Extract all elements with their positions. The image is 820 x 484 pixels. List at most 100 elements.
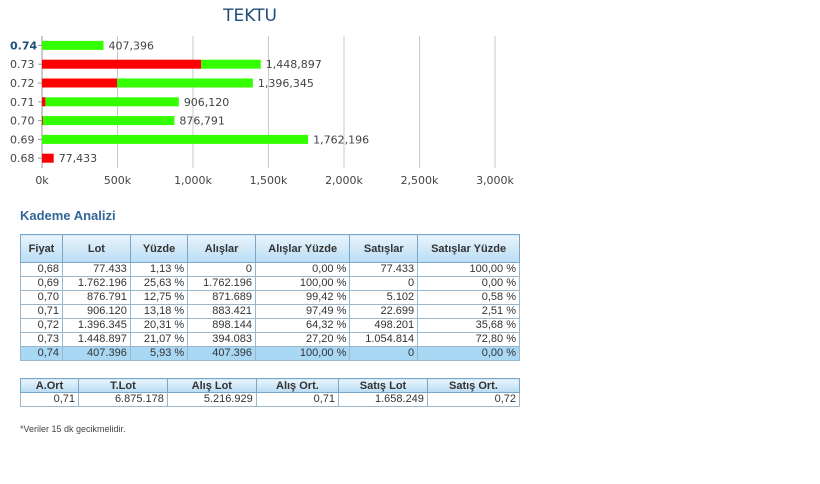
- section-title: Kademe Analizi: [20, 208, 116, 223]
- bar-segment: [42, 153, 54, 163]
- table-cell: 407.396: [187, 346, 256, 361]
- table-cell: 5.102: [349, 290, 419, 305]
- bar-segment: [42, 78, 118, 88]
- table-cell: 12,75 %: [129, 290, 189, 305]
- table-cell: 1.762.196: [62, 276, 131, 291]
- bar-total-label: 1,762,196: [313, 133, 369, 146]
- x-tick-label: 0k: [35, 174, 49, 187]
- table-cell: 0,69: [19, 276, 64, 291]
- bar-segment: [42, 134, 309, 144]
- summary-column-header: Satış Ort.: [426, 378, 521, 393]
- levels-column-header: Fiyat: [19, 234, 64, 263]
- y-tick-label: 0.68: [10, 152, 35, 165]
- levels-column-header: Satışlar: [349, 234, 419, 263]
- levels-column-header: Lot: [62, 234, 131, 263]
- y-tick-label: 0.71: [10, 96, 35, 109]
- level-volume-chart: 0k 500k 1,000k 1,500k 2,000k 2,500k 3,000k 0.74…: [10, 36, 515, 187]
- table-cell: 0,73: [19, 332, 64, 347]
- table-cell: 0: [349, 276, 419, 291]
- x-tick-label: 1,500k: [250, 174, 288, 187]
- summary-column-header: Satış Lot: [338, 378, 428, 393]
- table-cell: 100,00 %: [254, 346, 351, 361]
- table-cell: 99,42 %: [254, 290, 351, 305]
- levels-column-header: Alışlar: [187, 234, 256, 263]
- table-cell: 0,58 %: [417, 290, 520, 305]
- y-tick-label: 0.72: [10, 77, 35, 90]
- table-cell: 1.762.196: [187, 276, 256, 291]
- summary-cell: 0,71: [255, 392, 340, 407]
- y-tick-label: 0.73: [10, 58, 35, 71]
- table-cell: 5,93 %: [129, 346, 189, 361]
- y-tick-label: 0.74: [10, 39, 37, 52]
- summary-cell: 0,72: [426, 392, 521, 407]
- levels-column-header: Alışlar Yüzde: [254, 234, 351, 263]
- table-cell: 0: [349, 346, 419, 361]
- table-cell: 876.791: [62, 290, 131, 305]
- table-cell: 883.421: [187, 304, 256, 319]
- table-cell: 20,31 %: [129, 318, 189, 333]
- bar-total-label: 407,396: [109, 39, 154, 52]
- summary-header-row: A.Ort T.Lot Alış Lot Alış Ort. Satış Lot Satı…: [20, 378, 521, 393]
- table-cell: 64,32 %: [254, 318, 351, 333]
- bar-total-label: 77,433: [59, 152, 98, 165]
- summary-column-header: T.Lot: [78, 378, 168, 393]
- table-cell: 13,18 %: [129, 304, 189, 319]
- footnote: *Veriler 15 dk gecikmelidir.: [20, 424, 126, 434]
- y-tick-label: 0.70: [10, 115, 35, 128]
- table-row: 0,74 407.396 5,93 % 407.396 100,00 % 0 0,00 %: [19, 346, 520, 361]
- bar-total-label: 1,396,345: [258, 77, 314, 90]
- bar-total-label: 906,120: [184, 96, 230, 109]
- summary-cell: 6.875.178: [78, 392, 168, 407]
- table-cell: 407.396: [62, 346, 131, 361]
- x-tick-label: 3,000k: [476, 174, 514, 187]
- table-cell: 1.448.897: [62, 332, 131, 347]
- x-tick-label: 500k: [104, 174, 132, 187]
- table-cell: 77.433: [349, 262, 419, 277]
- summary-column-header: Alış Lot: [166, 378, 257, 393]
- bar-segment: [42, 59, 202, 69]
- table-cell: 0: [187, 262, 256, 277]
- table-cell: 97,49 %: [254, 304, 351, 319]
- table-cell: 2,51 %: [417, 304, 520, 319]
- table-cell: 25,63 %: [129, 276, 189, 291]
- levels-column-header: Yüzde: [129, 234, 189, 263]
- table-cell: 1,13 %: [129, 262, 189, 277]
- table-cell: 0,71: [19, 304, 64, 319]
- bar-segment: [42, 116, 175, 126]
- chart-title: TEKTU: [223, 6, 277, 26]
- table-row: 0,70 876.791 12,75 % 871.689 99,42 % 5.102 0,5…: [19, 290, 520, 305]
- table-cell: 77.433: [62, 262, 131, 277]
- bar-segment: [45, 97, 179, 107]
- table-cell: 21,07 %: [129, 332, 189, 347]
- bar-total-label: 1,448,897: [266, 58, 322, 71]
- table-cell: 1.396.345: [62, 318, 131, 333]
- table-cell: 100,00 %: [254, 276, 351, 291]
- bar-segment: [42, 97, 46, 107]
- x-tick-label: 2,500k: [401, 174, 439, 187]
- table-cell: 27,20 %: [254, 332, 351, 347]
- summary-column-header: Alış Ort.: [255, 378, 340, 393]
- table-cell: 394.083: [187, 332, 256, 347]
- table-row: 0,69 1.762.196 25,63 % 1.762.196 100,00 % 0 0,…: [19, 276, 520, 291]
- table-cell: 35,68 %: [417, 318, 520, 333]
- table-cell: 906.120: [62, 304, 131, 319]
- bar-segment: [117, 78, 253, 88]
- levels-table: Fiyat Lot Yüzde Alışlar Alışlar Yüzde Satışla…: [19, 234, 520, 361]
- table-cell: 871.689: [187, 290, 256, 305]
- y-tick-label: 0.69: [10, 133, 35, 146]
- x-tick-label: 2,000k: [325, 174, 363, 187]
- table-cell: 22.699: [349, 304, 419, 319]
- levels-header-row: Fiyat Lot Yüzde Alışlar Alışlar Yüzde Satışla…: [19, 234, 520, 263]
- summary-row: 0,71 6.875.178 5.216.929 0,71 1.658.249 0,72: [20, 392, 521, 407]
- table-row: 0,68 77.433 1,13 % 0 0,00 % 77.433 100,00 %: [19, 262, 520, 277]
- table-cell: 0,00 %: [417, 346, 520, 361]
- summary-cell: 1.658.249: [338, 392, 428, 407]
- table-cell: 0,74: [19, 346, 64, 361]
- table-cell: 0,00 %: [417, 276, 520, 291]
- table-cell: 0,00 %: [254, 262, 351, 277]
- summary-cell: 5.216.929: [166, 392, 257, 407]
- table-row: 0,71 906.120 13,18 % 883.421 97,49 % 22.699 2,…: [19, 304, 520, 319]
- table-cell: 0,72: [19, 318, 64, 333]
- summary-cell: 0,71: [20, 392, 79, 407]
- table-cell: 100,00 %: [417, 262, 520, 277]
